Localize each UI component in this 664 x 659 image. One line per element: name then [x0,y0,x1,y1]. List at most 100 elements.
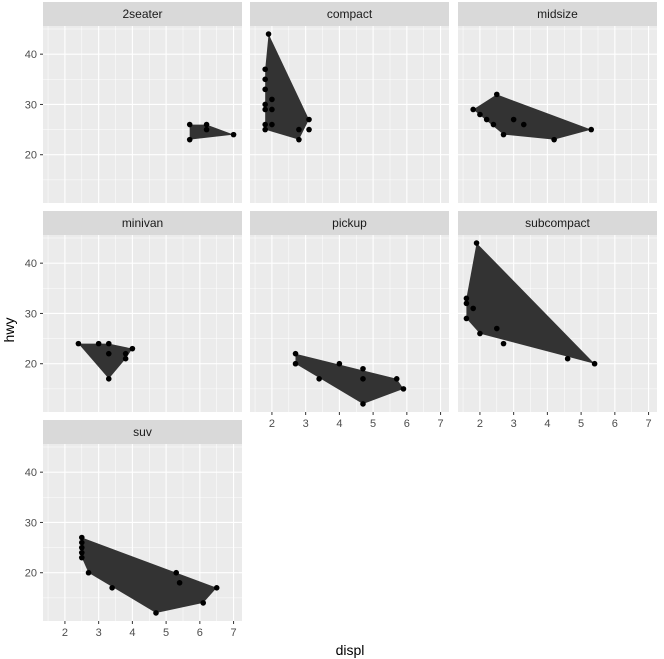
strip-bg [43,420,242,444]
hull-polygon [295,353,404,404]
gridlines [250,235,449,412]
data-point [463,300,470,307]
x-tick-label: 7 [231,627,237,639]
data-point [500,131,507,138]
data-point [551,136,557,143]
data-point [203,121,210,128]
strip-label: midsize [537,7,578,21]
strip-bg [43,211,242,235]
y-tick-label: 40 [25,467,37,479]
data-point [78,539,85,546]
facet-panel-subcompact: subcompact 2 3 4 5 6 7 [458,211,657,430]
data-point [105,376,112,382]
data-point [393,376,400,382]
data-point [591,360,598,367]
facet-panel-2seater: 2seater 20 30 40 [25,2,242,203]
x-tick-label: 6 [612,418,618,430]
data-point [122,350,129,357]
data-point [336,360,343,367]
data-point [306,126,312,133]
data-point [122,355,129,362]
data-point [564,355,571,362]
strip-label: minivan [122,216,163,230]
y-tick-label: 20 [25,150,37,162]
strip-bg [43,2,242,26]
data-point [78,549,85,556]
data-point [400,386,407,392]
data-point [262,86,268,93]
hull-polygon [473,94,592,140]
data-point [360,376,366,382]
x-tick-label: 4 [336,418,342,430]
gridlines [43,444,242,621]
strip-label: compact [327,7,373,21]
panels-layer: 2seater 20 30 40 compact midsize minivan 20 30 40… [25,2,657,639]
strip-bg [458,211,657,235]
x-tick-label: 6 [197,627,203,639]
y-tick-label: 20 [25,359,37,371]
data-point [105,340,112,347]
x-tick-label: 6 [404,418,410,430]
data-point [463,315,470,322]
y-tick-label: 40 [25,49,37,61]
data-point [186,121,193,128]
data-point [470,106,476,113]
strip-bg [250,211,449,235]
data-point [262,106,268,113]
data-point [520,121,527,128]
hull-polygon [466,243,595,364]
x-tick-label: 3 [96,627,102,639]
x-tick-label: 4 [129,627,135,639]
data-point [470,305,476,312]
x-tick-label: 5 [370,418,376,430]
data-point [292,360,299,367]
data-point [306,116,312,123]
y-tick-label: 30 [25,308,37,320]
x-tick-label: 2 [269,418,275,430]
data-point [262,66,268,73]
x-tick-label: 7 [438,418,444,430]
data-point [510,116,517,123]
data-point [269,121,275,128]
data-point [230,131,237,138]
data-point [75,340,82,347]
strip-bg [458,2,657,26]
data-point [176,579,183,586]
data-point [78,554,85,561]
hull-polygon [81,537,217,613]
hull-polygon [265,34,309,140]
data-point [262,126,268,133]
x-tick-label: 2 [62,627,68,639]
y-tick-label: 30 [25,517,37,529]
facet-panel-compact: compact [250,2,449,203]
data-point [269,96,275,103]
strip-bg [250,2,449,26]
data-point [463,295,470,302]
data-point [85,569,92,576]
data-point [490,121,497,128]
hull-polygon [78,343,133,379]
x-tick-label: 2 [477,418,483,430]
y-tick-label: 40 [25,258,37,270]
data-point [483,116,490,123]
data-point [265,31,272,37]
x-axis-title: displ [336,642,365,658]
panel-bg [43,26,242,203]
strip-label: 2seater [122,7,162,21]
data-point [500,340,507,347]
strip-label: subcompact [525,216,590,230]
data-point [78,544,85,551]
y-axis-title: hwy [1,318,17,343]
facet-panel-minivan: minivan 20 30 40 [25,211,242,412]
gridlines [43,235,242,412]
data-point [316,376,322,382]
data-point [213,585,220,591]
data-point [296,136,302,143]
data-point [292,350,299,357]
facet-panel-midsize: midsize [458,2,657,203]
data-point [173,569,180,576]
data-point [186,136,193,143]
data-point [78,534,85,541]
x-tick-label: 5 [578,418,584,430]
data-point [493,91,500,98]
